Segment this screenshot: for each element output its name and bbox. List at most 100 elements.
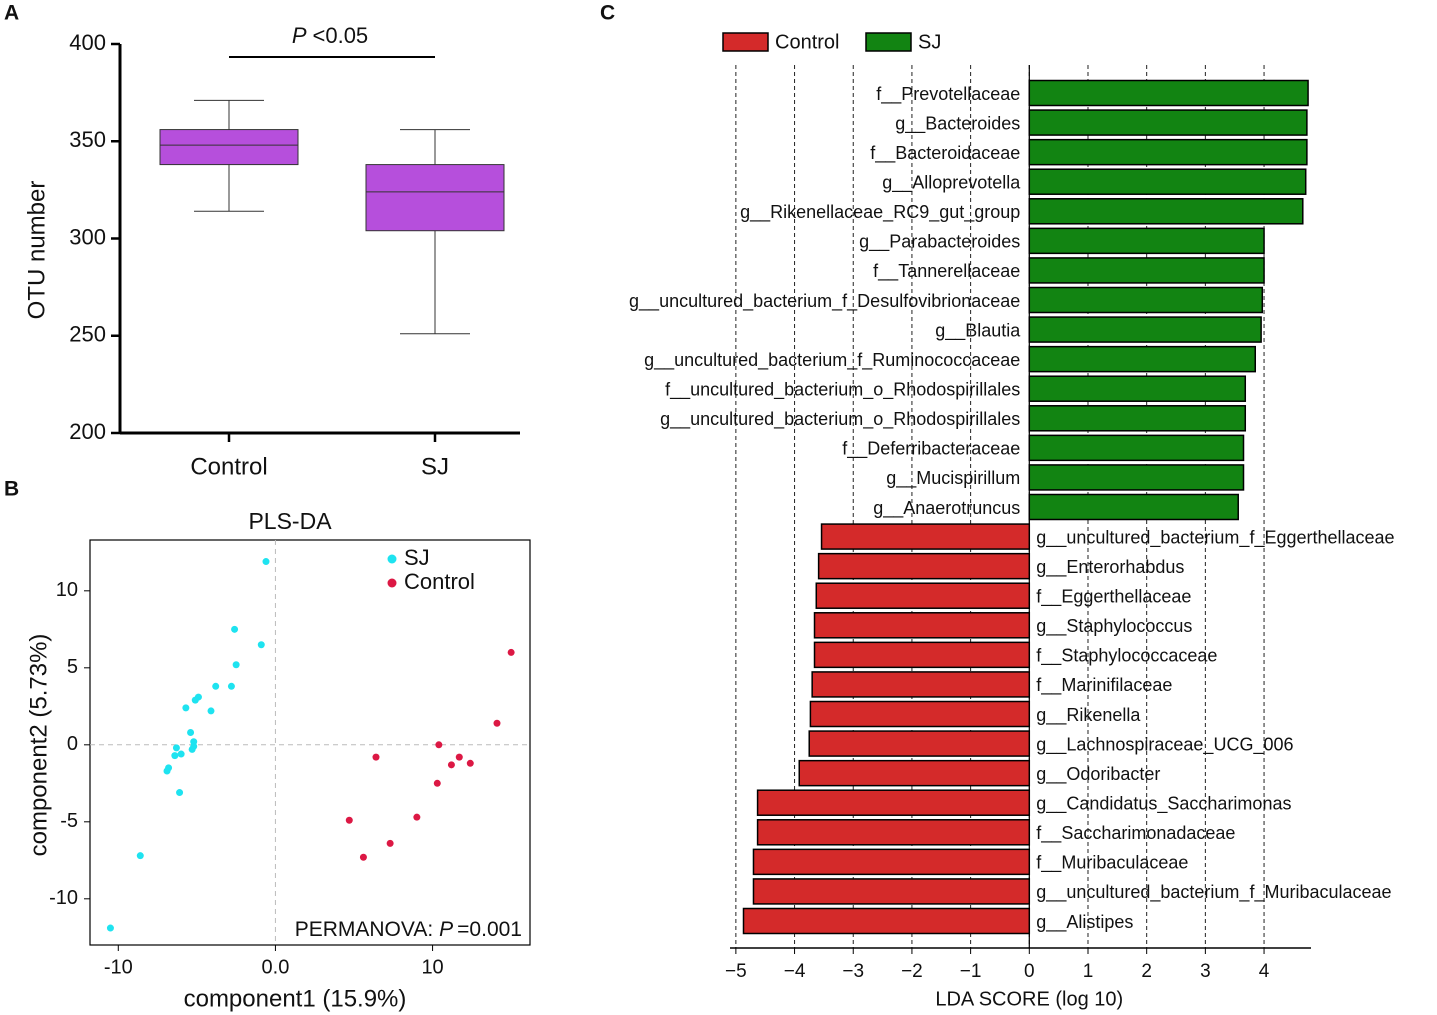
point [106,924,114,932]
point [136,852,144,860]
y-tick-label: 400 [69,30,106,55]
category-label: g__Staphylococcus [1036,616,1192,637]
bar [820,523,1031,550]
y-tick-label: -10 [49,887,78,909]
point [231,625,239,633]
legend-label: SJ [404,545,430,570]
bar [752,848,1031,876]
bar [1028,434,1245,462]
point [455,753,463,761]
x-tick-label: 10 [421,956,443,978]
bar [1028,227,1265,255]
significance-label: P <0.05 [292,23,368,48]
bar [808,730,1031,757]
permanova-value: =0.001 [457,918,522,941]
bar [798,759,1031,787]
point [182,704,190,712]
point [386,839,394,847]
category-label: f__Muribaculaceae [1036,853,1188,874]
bar [813,641,1031,669]
y-tick-label: 200 [69,419,106,444]
bar [1028,168,1307,195]
category-label: g__Rikenellaceae_RC9_gut_group [740,202,1020,223]
point [187,728,195,736]
x-tick-label: 3 [1200,961,1211,982]
x-tick-label: −2 [901,961,923,982]
bar [1028,405,1247,432]
point [257,641,265,649]
significance-p: P [292,23,307,48]
y-tick-label: 10 [56,579,78,601]
point [188,745,196,753]
category-label: f__Bacteroidaceae [870,143,1020,164]
y-tick-label: 5 [67,656,78,678]
y-tick-label: 0 [67,733,78,755]
category-label: g__Enterorhabdus [1036,557,1184,578]
point [372,753,380,761]
bar [1028,198,1304,225]
x-axis-label: LDA SCORE (log 10) [935,988,1123,1010]
category-label: f__Eggerthellaceae [1036,586,1191,607]
point [262,558,270,566]
bar [809,700,1031,728]
point [191,696,199,704]
category-label: f__Prevotellaceae [876,84,1020,105]
point [232,661,240,669]
bar [815,582,1031,609]
panel-label: A [4,2,19,25]
bar [1028,345,1256,373]
category-label: g__Odoribacter [1036,764,1160,785]
bar [742,907,1031,935]
category-label: f__Staphylococcaceae [1036,646,1217,667]
bar [1028,316,1262,343]
bar [1028,257,1265,284]
permanova-text: PERMANOVA: [295,918,433,941]
category-label: g__Mucispirillum [886,468,1020,489]
point [493,719,501,727]
category-label: g__Rikenella [1036,705,1141,726]
category-label: g__Lachnospiraceae_UCG_006 [1036,734,1293,755]
category-label: f__Saccharimonadaceae [1036,823,1235,844]
bar [1028,286,1264,314]
x-tick-label: 1 [1083,961,1094,982]
point [413,813,421,821]
x-tick-label: 4 [1259,961,1270,982]
legend-label: Control [775,31,839,53]
x-tick-label: 0 [1024,961,1035,982]
point [507,648,515,656]
bar [752,878,1031,905]
y-axis-label: OTU number [23,181,50,320]
significance-value: <0.05 [313,23,369,48]
legend-swatch [865,32,912,52]
y-tick-label: 350 [69,127,106,152]
bar [1028,375,1247,402]
x-tick-label: Control [190,453,267,480]
panel-label: B [4,478,19,501]
bar [1028,79,1309,107]
bar [1028,109,1308,136]
point [227,682,235,690]
category-label: g__Alistipes [1036,912,1133,933]
x-tick-label: SJ [421,453,449,480]
point [172,744,180,752]
category-label: g__Parabacteroides [859,232,1020,253]
category-label: f__Tannerellaceae [873,261,1020,282]
plot-frame [89,539,531,946]
x-tick-label: −5 [725,961,747,982]
category-label: f__Marinifilaceae [1036,675,1172,696]
point [212,682,220,690]
bar [817,552,1031,580]
x-tick-label: 2 [1141,961,1152,982]
category-label: g__Alloprevotella [882,172,1021,193]
category-label: g__uncultured_bacterium_f_Ruminococcacea… [644,350,1020,371]
y-tick-label: -5 [60,810,78,832]
x-tick-label: -10 [104,956,133,978]
legend-swatch [387,578,397,588]
category-label: g__uncultured_bacterium_f_Desulfovibrion… [629,291,1020,312]
category-label: g__Bacteroides [895,113,1020,134]
bar [756,819,1031,846]
legend-label: SJ [918,31,941,53]
x-tick-label: −1 [960,961,982,982]
legend-swatch [722,32,769,52]
category-label: g__Candidatus_Saccharimonas [1036,793,1291,814]
